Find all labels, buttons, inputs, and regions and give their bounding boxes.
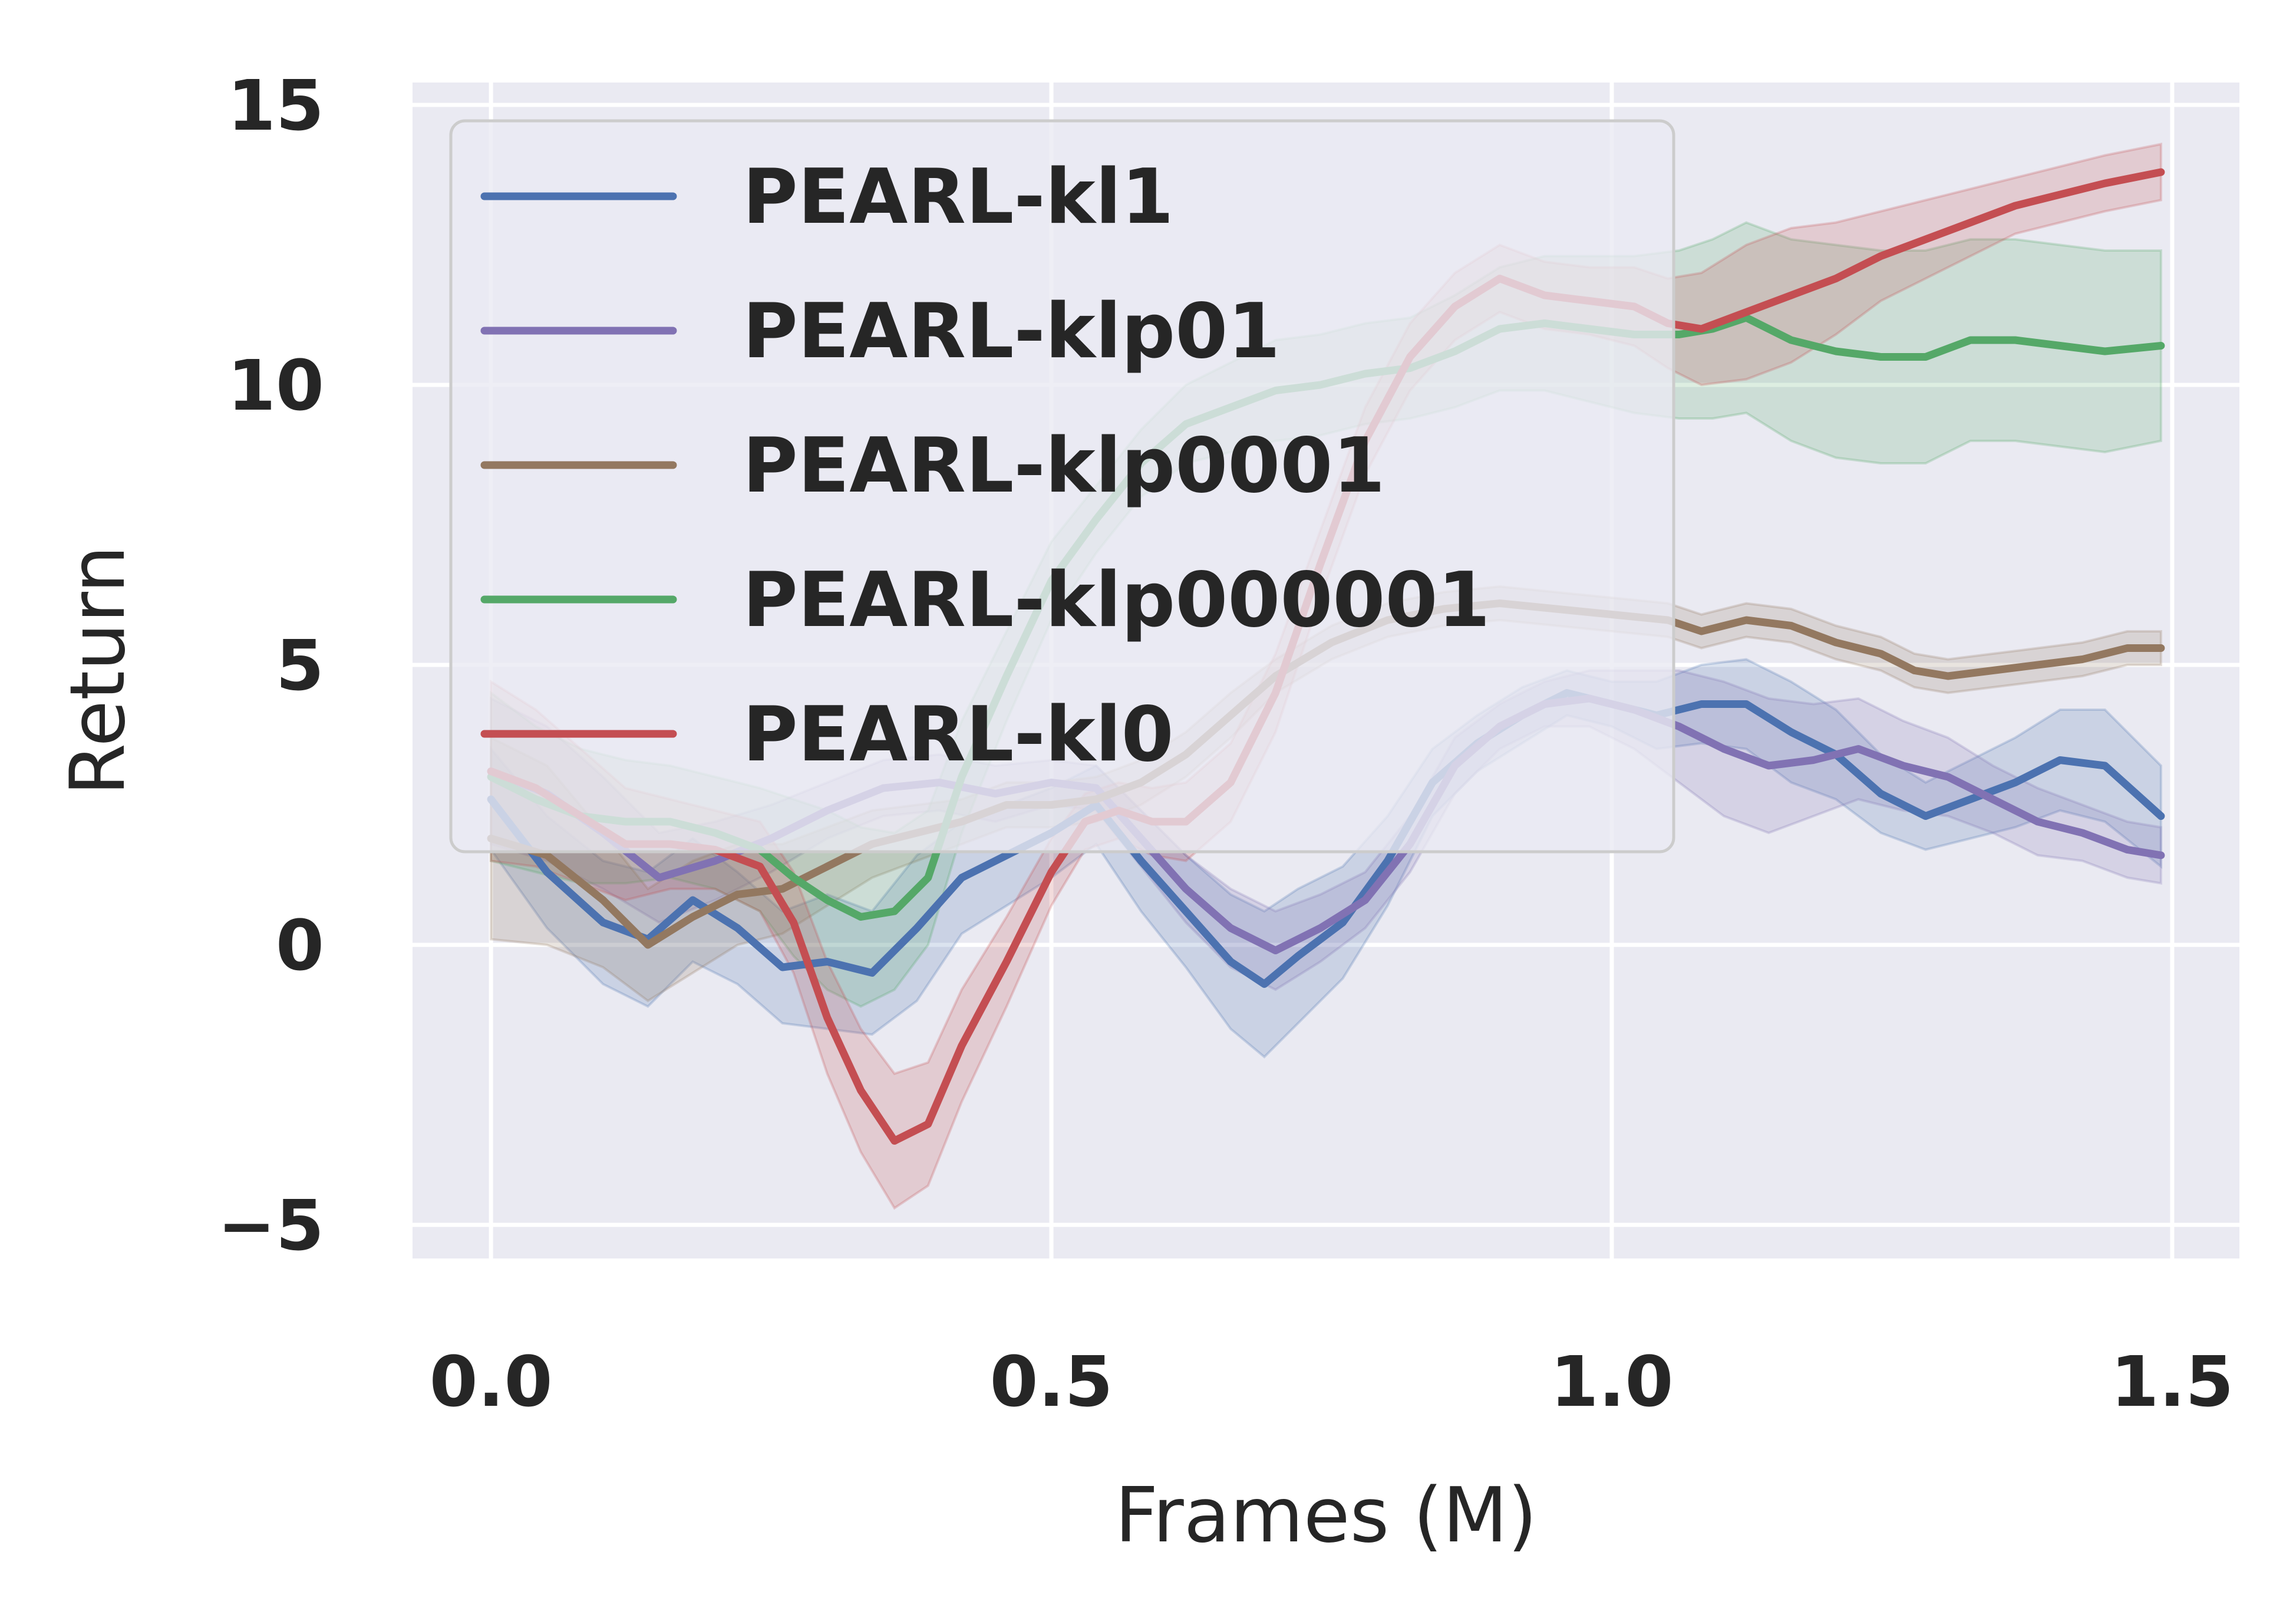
y-tick-label-1: 0 <box>276 905 324 986</box>
legend-label-1: PEARL-klp01 <box>743 288 1280 375</box>
band-series-4 <box>490 143 2162 1210</box>
legend-item-0: PEARL-kl1 <box>480 153 1174 241</box>
legend-item-2: PEARL-klp0001 <box>480 422 1385 510</box>
legend-label-4: PEARL-kl0 <box>743 691 1174 779</box>
legend-label-0: PEARL-kl1 <box>743 153 1174 241</box>
x-axis-label: Frames (M) <box>1115 1472 1538 1560</box>
y-tick-label-3: 10 <box>227 345 324 426</box>
legend-item-3: PEARL-klp000001 <box>480 556 1490 644</box>
legend-item-4: PEARL-kl0 <box>480 691 1174 779</box>
x-tick-label-2: 1.0 <box>1550 1341 1673 1422</box>
x-tick-label-3: 1.5 <box>2110 1341 2234 1422</box>
y-tick-label-0: −5 <box>217 1185 324 1266</box>
legend-label-3: PEARL-klp000001 <box>743 556 1490 644</box>
line-series-0 <box>487 689 2165 988</box>
x-tick-label-0: 0.0 <box>430 1341 553 1422</box>
legend: PEARL-kl1 PEARL-klp01 PEARL-klp0001 PEARL-k… <box>449 119 1675 854</box>
legend-box <box>449 119 1675 854</box>
x-tick-label-1: 0.5 <box>990 1341 1113 1422</box>
legend-label-2: PEARL-klp0001 <box>743 422 1385 510</box>
y-tick-label-2: 5 <box>276 625 324 706</box>
y-tick-label-4: 15 <box>227 65 324 146</box>
y-axis-label: Return <box>54 545 142 796</box>
legend-item-1: PEARL-klp01 <box>480 288 1280 375</box>
tick-labels: 0.0 0.5 1.0 1.5 −5 0 5 10 15 <box>217 65 2234 1422</box>
